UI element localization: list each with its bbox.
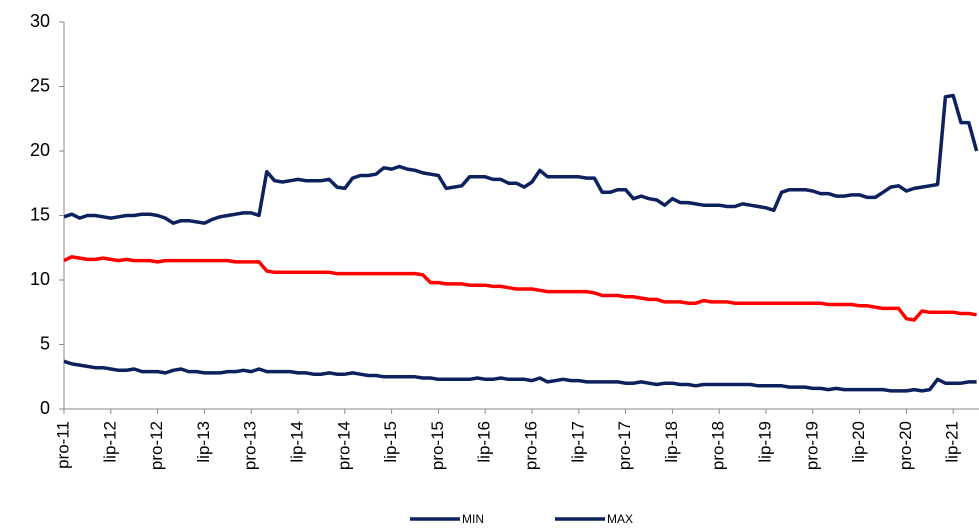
series-line [63,255,977,322]
x-tick-label: lip-14 [287,421,306,463]
x-tick-label: lip-19 [755,421,774,463]
legend-label: MIN [462,512,484,526]
x-tick-label: pro-11 [53,421,72,469]
x-tick-label: lip-21 [943,421,962,463]
x-tick-label: pro-18 [709,421,728,470]
x-tick-label: pro-15 [428,421,447,470]
x-tick-label: pro-19 [802,421,821,470]
x-tick-label: pro-13 [241,421,260,470]
x-tick-label: pro-17 [615,421,634,470]
x-tick-label: pro-12 [147,421,166,470]
y-tick-label: 20 [30,140,50,160]
x-tick-label: lip-12 [100,421,119,463]
x-tick-label: pro-20 [896,421,915,470]
legend-label: MAX [607,512,633,526]
series-line [63,359,977,393]
x-tick-label: lip-16 [475,421,494,463]
x-tick-label: lip-20 [849,421,868,463]
x-tick-label: lip-18 [662,421,681,463]
x-tick-label: lip-15 [381,421,400,463]
y-tick-label: 5 [40,333,50,353]
y-tick-label: 0 [40,398,50,418]
x-tick-label: lip-17 [568,421,587,463]
x-tick-label: pro-16 [521,421,540,470]
y-tick-label: 25 [30,75,50,95]
x-tick-label: pro-14 [334,421,353,470]
axes [63,22,979,410]
y-tick-label: 30 [30,11,50,31]
y-tick-label: 15 [30,204,50,224]
plot-area [63,93,979,393]
y-tick-label: 10 [30,269,50,289]
x-tick-label: lip-13 [194,421,213,463]
series-line [63,93,979,225]
